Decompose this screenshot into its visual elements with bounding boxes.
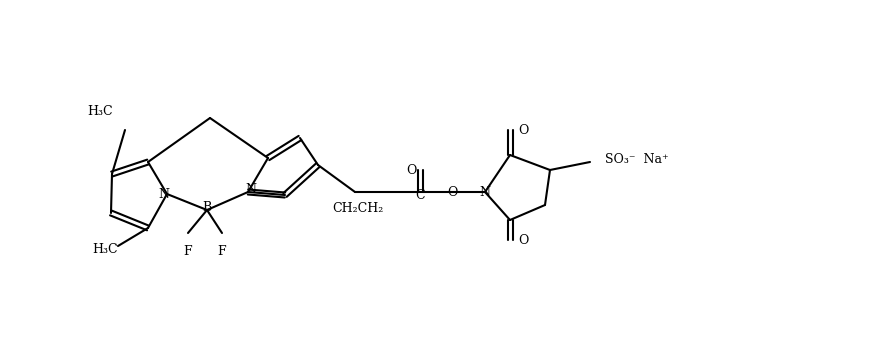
Text: N: N [245,183,257,195]
Text: N: N [480,185,490,198]
Text: C: C [415,189,425,202]
Text: SO₃⁻  Na⁺: SO₃⁻ Na⁺ [605,153,669,165]
Text: H₃C: H₃C [88,105,113,118]
Text: F: F [184,245,192,258]
Text: O: O [518,124,528,136]
Text: N: N [158,188,170,200]
Text: O: O [447,185,458,198]
Text: B: B [203,200,212,213]
Text: O: O [406,164,417,176]
Text: O: O [518,233,528,247]
Text: H₃C: H₃C [92,243,118,256]
Text: CH₂CH₂: CH₂CH₂ [333,202,383,215]
Text: F: F [218,245,227,258]
